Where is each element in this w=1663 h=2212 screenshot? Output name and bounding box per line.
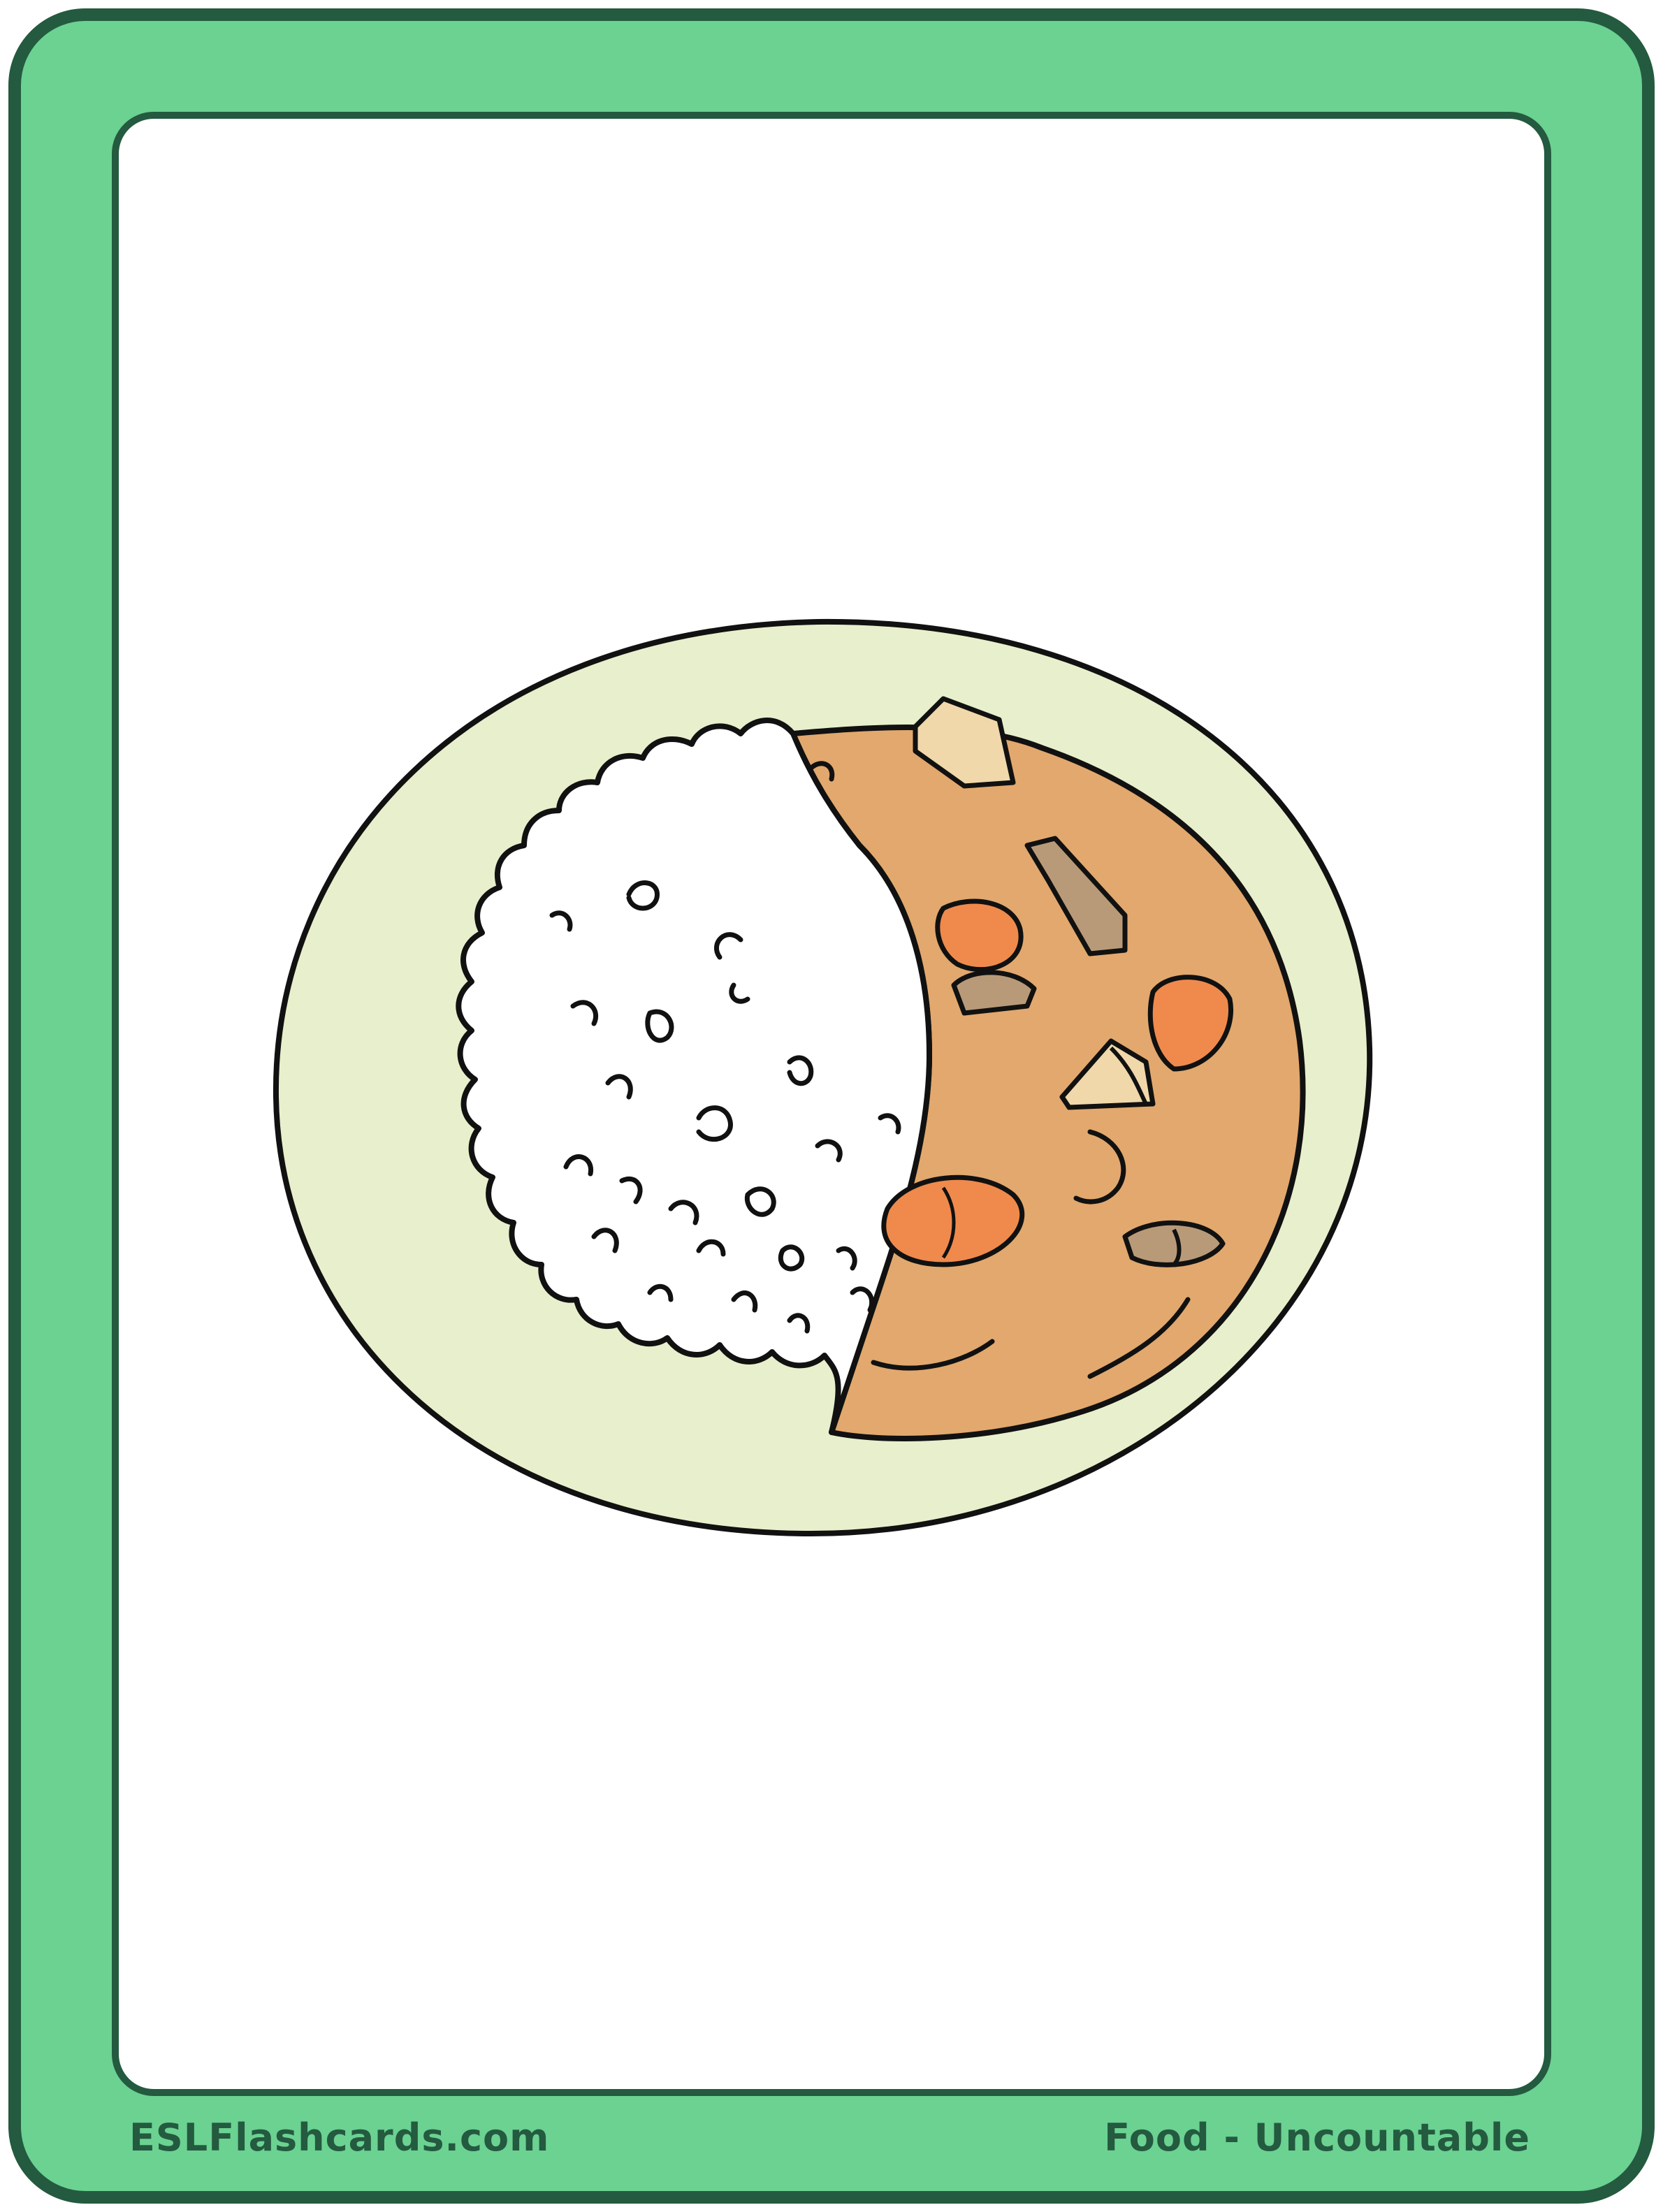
category-label: Food - Uncountable xyxy=(1104,2116,1530,2160)
website-label: ESLFlashcards.com xyxy=(129,2116,550,2160)
picture-panel xyxy=(112,112,1551,2096)
curry-rice-icon xyxy=(273,618,1373,1537)
